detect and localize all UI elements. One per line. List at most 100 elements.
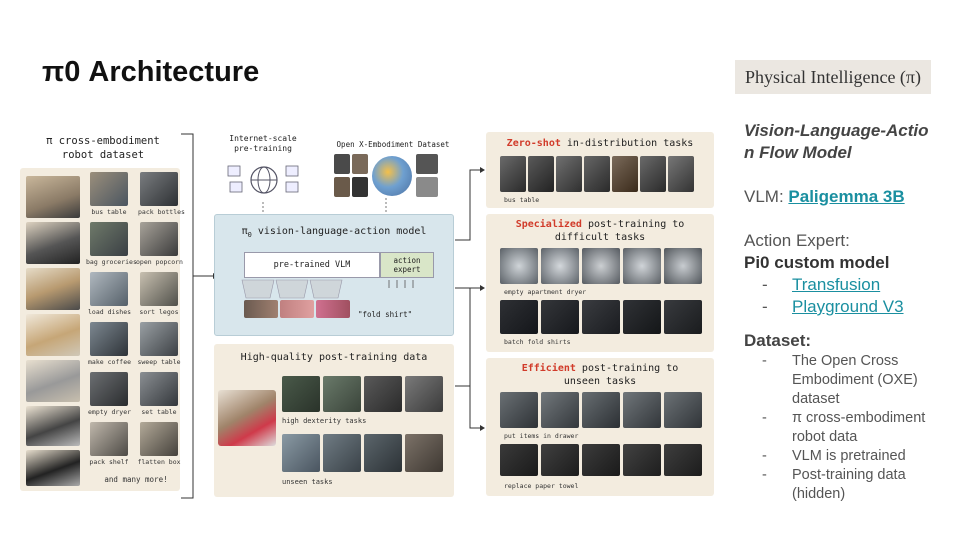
paligemma-link[interactable]: Paligemma 3B [788, 187, 905, 206]
zero-image [584, 156, 610, 192]
robot-image [26, 268, 80, 310]
task-caption: set table [141, 408, 177, 416]
brand-logo: Physical Intelligence (π) [735, 60, 931, 94]
input-image [280, 300, 314, 318]
oxe-image [416, 177, 438, 197]
oxe-globe-icon [372, 156, 412, 196]
post-robot-image [218, 390, 276, 446]
playground-v3-link[interactable]: Playground V3 [792, 297, 904, 316]
eff-image [664, 392, 702, 428]
action-expert-label: Action Expert: [744, 231, 850, 250]
efficient-caption-2: replace paper towel [504, 482, 579, 490]
task-image [90, 272, 128, 306]
spec-image [541, 300, 579, 334]
vlm-line: VLM: Paligemma 3B [744, 186, 954, 208]
spec-image [500, 248, 538, 284]
spec-image [623, 300, 661, 334]
vla-model-title: π0 vision-language-action model [241, 226, 427, 239]
specialized-caption-2: batch fold shirts [504, 338, 571, 346]
specialized-images-2 [500, 300, 710, 336]
dataset-item: The Open Cross Embodiment (OXE) dataset [744, 352, 954, 409]
efficient-caption-1: put items in drawer [504, 432, 579, 440]
zero-shot-images [500, 156, 710, 196]
task-image [140, 422, 178, 456]
eff-image [541, 392, 579, 428]
dataset-list: The Open Cross Embodiment (OXE) dataset … [744, 352, 954, 504]
robot-image [26, 406, 80, 446]
task-grid: bus table pack bottles bag groceries ope… [86, 170, 185, 490]
task-image [140, 372, 178, 406]
unseen-image [364, 434, 402, 472]
unseen-image [405, 434, 443, 472]
eff-image [500, 444, 538, 476]
and-many-more: and many more! [104, 475, 168, 484]
robot-image [26, 314, 80, 356]
oxe-image [334, 177, 350, 197]
robot-image [26, 222, 80, 264]
eff-image [623, 392, 661, 428]
task-image [90, 222, 128, 256]
robot-image [26, 176, 80, 218]
spec-image [500, 300, 538, 334]
globe-icon [227, 165, 299, 194]
robot-column [24, 170, 84, 488]
task-image [90, 172, 128, 206]
zero-shot-title: Zero-shot in-distribution tasks [506, 138, 694, 149]
eff-image [582, 392, 620, 428]
dataset-item: π cross-embodiment robot data [744, 409, 954, 447]
task-image [140, 322, 178, 356]
dataset-label: Dataset: [744, 331, 812, 350]
dex-image [364, 376, 402, 412]
input-image [244, 300, 278, 318]
transfusion-link[interactable]: Transfusion [792, 275, 881, 294]
task-image [90, 422, 128, 456]
action-link-row: Playground V3 [744, 296, 954, 318]
internet-pretraining-label: Internet-scale pre-training [229, 134, 297, 153]
zero-image [640, 156, 666, 192]
model-input-images [244, 300, 356, 318]
spec-image [623, 248, 661, 284]
spec-image [664, 248, 702, 284]
dex-image [405, 376, 443, 412]
eff-image [664, 444, 702, 476]
zero-image [556, 156, 582, 192]
task-image [140, 272, 178, 306]
task-caption: pack shelf [89, 458, 129, 466]
spec-image [582, 248, 620, 284]
task-image [90, 322, 128, 356]
eff-image [623, 444, 661, 476]
task-image [140, 172, 178, 206]
eff-image [541, 444, 579, 476]
post-training-title: High-quality post-training data [240, 352, 428, 363]
task-image [90, 372, 128, 406]
task-caption: sort legos [139, 308, 179, 316]
task-caption: load dishes [88, 308, 132, 316]
dataset-item: Post-training data (hidden) [744, 466, 954, 504]
task-caption: open popcorn [136, 258, 183, 266]
high-dex-caption: high dexterity tasks [282, 417, 367, 425]
spec-image [541, 248, 579, 284]
input-image [316, 300, 350, 318]
architecture-figure: π cross-embodiment robot dataset bus tab… [18, 128, 718, 500]
action-expert-model: Pi0 custom model [744, 253, 890, 272]
oxe-image [352, 177, 368, 197]
spec-image [664, 300, 702, 334]
zero-image [528, 156, 554, 192]
pretrained-vlm-box: pre-trained VLM [244, 252, 380, 278]
oxe-images [334, 154, 440, 198]
dataset-item: VLM is pretrained [744, 447, 954, 466]
zero-shot-caption: bus table [504, 196, 540, 204]
dex-image [282, 376, 320, 412]
task-caption: pack bottles [138, 208, 185, 216]
task-image [140, 222, 178, 256]
prompt-text: "fold shirt" [358, 310, 413, 319]
dex-image [323, 376, 361, 412]
robot-image [26, 360, 80, 402]
left-dataset-title: π cross-embodiment robot dataset [46, 135, 160, 161]
model-type-line1: Vision-Language-Actio [744, 121, 929, 140]
unseen-caption: unseen tasks [282, 478, 333, 486]
oxe-image [416, 154, 438, 174]
eff-image [500, 392, 538, 428]
model-input-shapes [241, 279, 414, 299]
unseen-images [282, 434, 446, 474]
